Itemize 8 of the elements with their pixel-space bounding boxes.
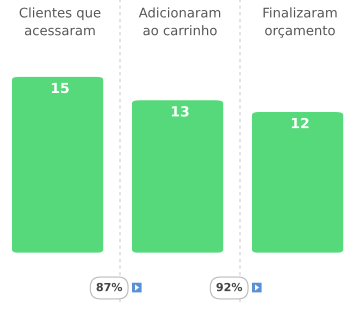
data-label: 12: [292, 118, 308, 128]
x-tick-label: Finalizaram orçamento: [264, 7, 337, 38]
data-label: 15: [52, 82, 69, 94]
data-label: 13: [172, 106, 189, 117]
x-tick-label: Adicionaram ao carrinho: [138, 7, 220, 36]
text: 92%: [216, 282, 242, 292]
text: 87%: [96, 282, 122, 292]
x-tick-label: Clientes que acessaram: [20, 7, 100, 36]
